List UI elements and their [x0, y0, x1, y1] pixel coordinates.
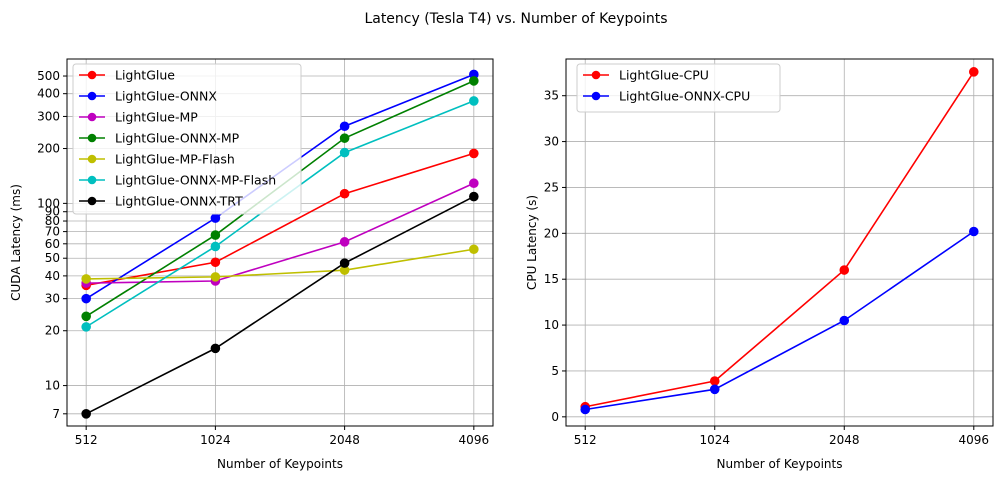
- y-tick-label: 60: [45, 237, 60, 251]
- legend-entry: LightGlue-ONNX: [115, 89, 217, 104]
- legend-marker: [87, 112, 97, 122]
- legend-marker: [87, 133, 97, 143]
- x-tick-label: 512: [574, 433, 597, 447]
- y-tick-label: 80: [45, 214, 60, 228]
- legend-entry: LightGlue: [115, 68, 175, 83]
- y-tick-label: 15: [544, 272, 559, 286]
- figure-title: Latency (Tesla T4) vs. Number of Keypoin…: [364, 11, 667, 27]
- x-tick-label: 4096: [959, 433, 990, 447]
- data-point: [968, 67, 979, 77]
- data-point: [709, 376, 720, 386]
- data-point: [210, 257, 221, 268]
- data-point: [210, 213, 221, 223]
- y-axis-label: CUDA Latency (ms): [9, 184, 23, 301]
- series-line: [86, 248, 474, 280]
- data-point: [81, 409, 91, 419]
- legend-marker: [591, 91, 601, 101]
- y-tick-label: 300: [37, 109, 60, 123]
- x-axis-label: Number of Keypoints: [716, 457, 842, 471]
- legend-marker: [87, 196, 97, 206]
- legend-entry: LightGlue-ONNX-MP-Flash: [115, 173, 276, 188]
- x-tick-label: 1024: [699, 433, 730, 447]
- data-point: [81, 311, 91, 322]
- data-point: [210, 343, 221, 354]
- data-point: [339, 188, 350, 199]
- legend-marker: [87, 154, 97, 164]
- x-tick-label: 2048: [329, 433, 360, 447]
- y-tick-label: 10: [45, 379, 60, 393]
- series-line: [85, 195, 475, 415]
- y-tick-label: 90: [45, 205, 60, 219]
- y-tick-label: 0: [551, 410, 559, 424]
- legend-box: [576, 63, 781, 113]
- data-point: [81, 274, 91, 284]
- data-point: [469, 244, 479, 255]
- legend-marker: [87, 175, 97, 185]
- x-tick-label: 4096: [459, 433, 490, 447]
- data-point: [968, 226, 979, 237]
- data-point: [210, 241, 221, 252]
- data-point: [839, 315, 850, 326]
- legend-entry: LightGlue-MP: [115, 110, 198, 125]
- data-point: [839, 265, 850, 275]
- y-tick-label: 40: [45, 269, 60, 283]
- x-axis-label: Number of Keypoints: [217, 457, 343, 471]
- data-point: [469, 76, 479, 86]
- y-tick-label: 200: [37, 142, 60, 156]
- data-point: [709, 384, 720, 395]
- legend-marker: [87, 91, 97, 101]
- y-tick-label: 20: [544, 226, 559, 240]
- data-point: [81, 322, 91, 332]
- plot-frame: [565, 58, 994, 427]
- data-point: [339, 133, 350, 143]
- series-line: [86, 182, 475, 284]
- data-point: [469, 148, 479, 159]
- y-tick-label: 50: [45, 251, 60, 265]
- legend-entry: LightGlue-ONNX-MP: [115, 131, 240, 146]
- legend-box: [72, 63, 302, 215]
- data-point: [580, 404, 591, 415]
- data-point: [469, 178, 479, 189]
- data-point: [469, 96, 479, 106]
- legend-entry: LightGlue-MP-Flash: [115, 152, 235, 167]
- legend-entry: LightGlue-ONNX-CPU: [619, 89, 750, 104]
- series-line: [585, 230, 975, 411]
- legend-entry: LightGlue-CPU: [619, 68, 709, 83]
- legend-marker: [591, 70, 601, 80]
- y-tick-label: 5: [551, 364, 559, 378]
- y-tick-label: 35: [544, 89, 559, 103]
- data-point: [339, 258, 350, 268]
- data-point: [210, 230, 221, 240]
- legend-marker: [87, 70, 97, 80]
- y-tick-label: 25: [544, 180, 559, 194]
- data-point: [81, 293, 91, 304]
- x-tick-label: 512: [75, 433, 98, 447]
- y-tick-label: 7: [52, 407, 60, 421]
- data-point: [339, 121, 350, 132]
- y-tick-label: 70: [45, 225, 60, 239]
- series-line: [585, 71, 975, 408]
- y-tick-label: 500: [37, 69, 60, 83]
- y-tick-label: 10: [544, 318, 559, 332]
- data-point: [210, 272, 221, 282]
- data-point: [339, 237, 350, 247]
- y-tick-label: 400: [37, 87, 60, 101]
- y-axis-label: CPU Latency (s): [525, 195, 539, 290]
- y-tick-label: 30: [544, 135, 559, 149]
- data-point: [339, 147, 350, 158]
- series-line: [86, 152, 475, 287]
- plot-frame: [66, 58, 494, 427]
- y-tick-label: 30: [45, 292, 60, 306]
- cpu-latency-chart: 512 1024 2048 4096 0 5 10 15 20 25 30 35 Number of K…: [525, 58, 994, 471]
- y-tick-label: 20: [45, 324, 60, 338]
- legend-entry: LightGlue-ONNX-TRT: [115, 194, 243, 209]
- x-tick-label: 2048: [829, 433, 860, 447]
- y-tick-label: 100: [37, 196, 60, 210]
- x-tick-label: 1024: [200, 433, 231, 447]
- data-point: [469, 191, 479, 202]
